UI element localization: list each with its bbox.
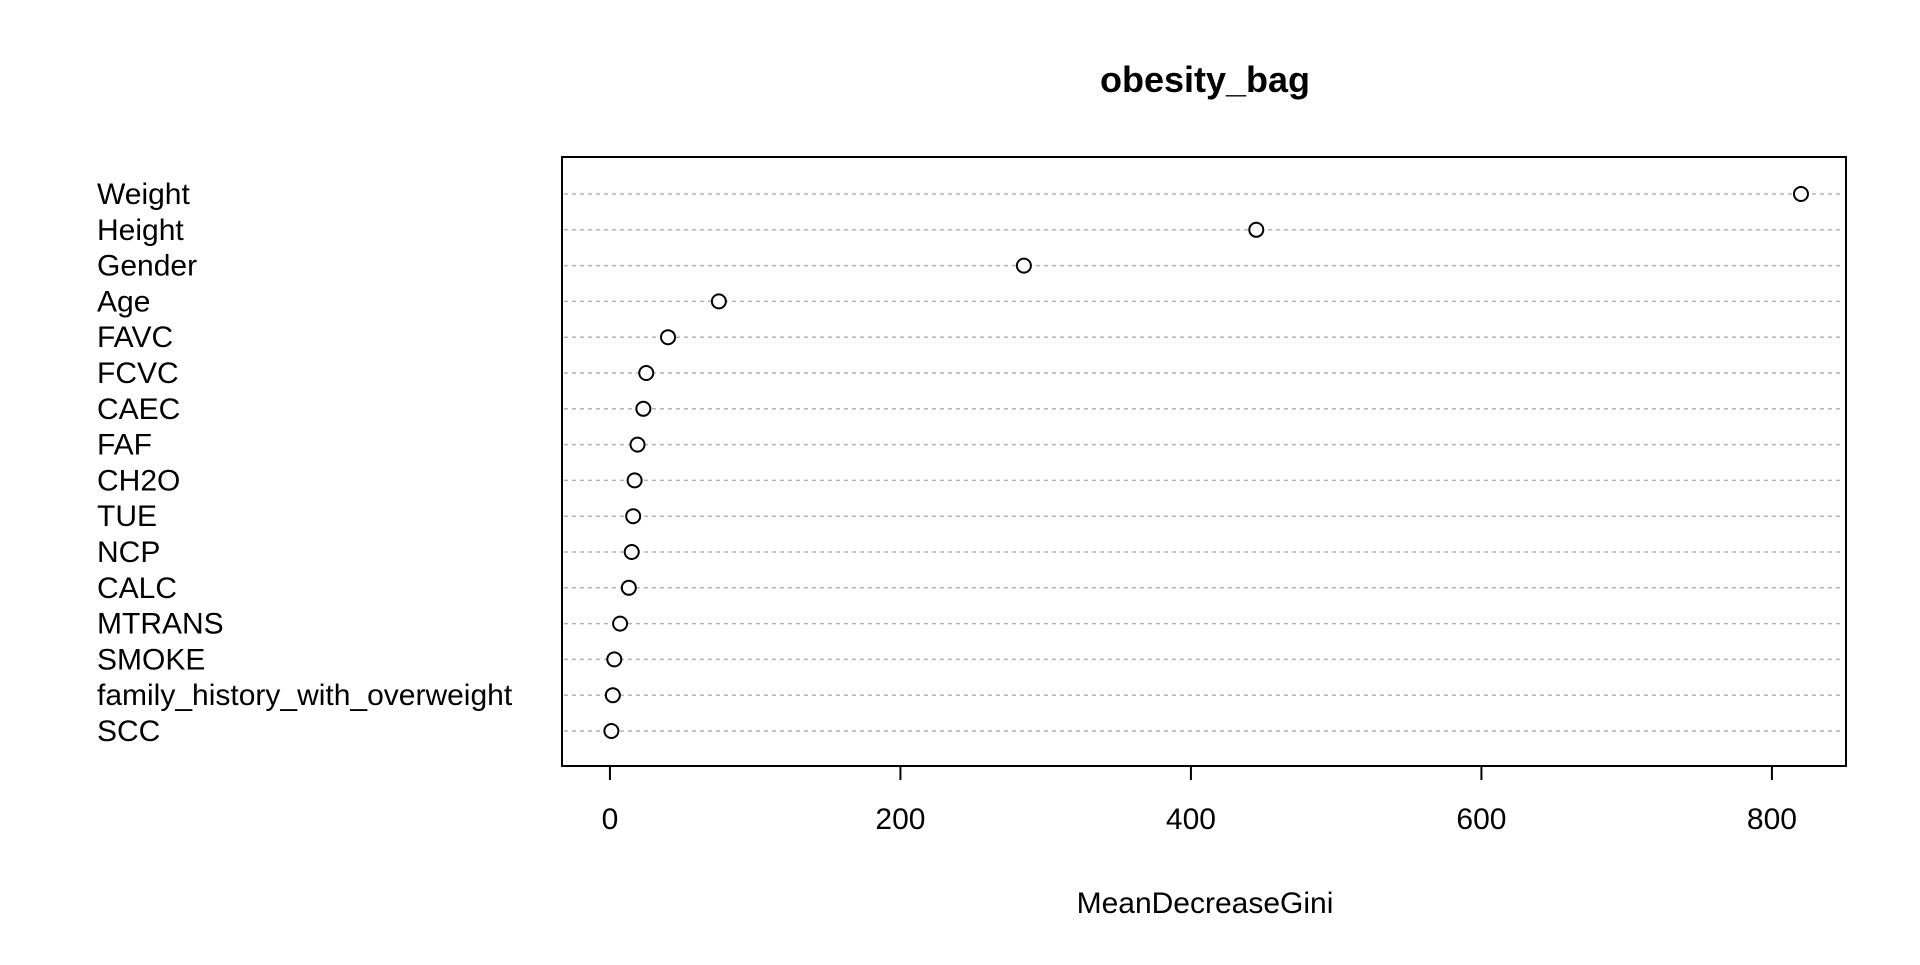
x-tick-label: 0	[602, 803, 619, 836]
chart-title: obesity_bag	[1100, 59, 1310, 100]
data-point	[603, 723, 620, 739]
variable-label: FAVC	[97, 321, 173, 354]
data-point	[620, 579, 637, 596]
data-point	[638, 365, 655, 381]
variable-label: Gender	[97, 250, 197, 283]
data-point	[660, 329, 677, 346]
variable-label: FCVC	[97, 357, 179, 390]
data-point	[629, 436, 646, 453]
x-tick-label: 200	[875, 803, 925, 836]
plot-box	[561, 156, 1847, 767]
variable-label: Weight	[97, 178, 190, 211]
data-points	[603, 186, 1809, 739]
variable-label: NCP	[97, 536, 160, 569]
variable-label: SCC	[97, 715, 160, 748]
data-point	[612, 615, 629, 632]
x-tick-label: 600	[1456, 803, 1506, 836]
variable-labels: WeightHeightGenderAgeFAVCFCVCCAECFAFCH2O…	[97, 178, 513, 748]
data-point	[1015, 257, 1032, 274]
data-point	[635, 400, 652, 417]
variable-label: CAEC	[97, 393, 180, 426]
variable-label: MTRANS	[97, 608, 224, 641]
variable-label: FAF	[97, 429, 152, 462]
x-tick-label: 400	[1166, 803, 1216, 836]
data-point	[606, 651, 623, 668]
variable-label: CH2O	[97, 464, 180, 497]
data-point	[623, 544, 640, 560]
data-point	[710, 293, 727, 310]
x-tick-label: 800	[1747, 803, 1797, 836]
variable-label: Height	[97, 214, 184, 247]
data-point	[626, 472, 643, 489]
data-point	[1792, 186, 1809, 202]
data-point	[625, 508, 642, 525]
x-axis: 0 200 400 600 800	[602, 765, 1797, 836]
gridlines	[564, 193, 1844, 732]
variable-label: Age	[97, 285, 150, 318]
variable-label: SMOKE	[97, 643, 205, 676]
x-axis-title: MeanDecreaseGini	[1077, 887, 1334, 920]
variable-label: CALC	[97, 572, 177, 605]
variable-label: family_history_with_overweight	[97, 679, 513, 712]
variable-label: TUE	[97, 500, 157, 533]
data-point	[1248, 221, 1265, 238]
data-point	[604, 687, 621, 704]
